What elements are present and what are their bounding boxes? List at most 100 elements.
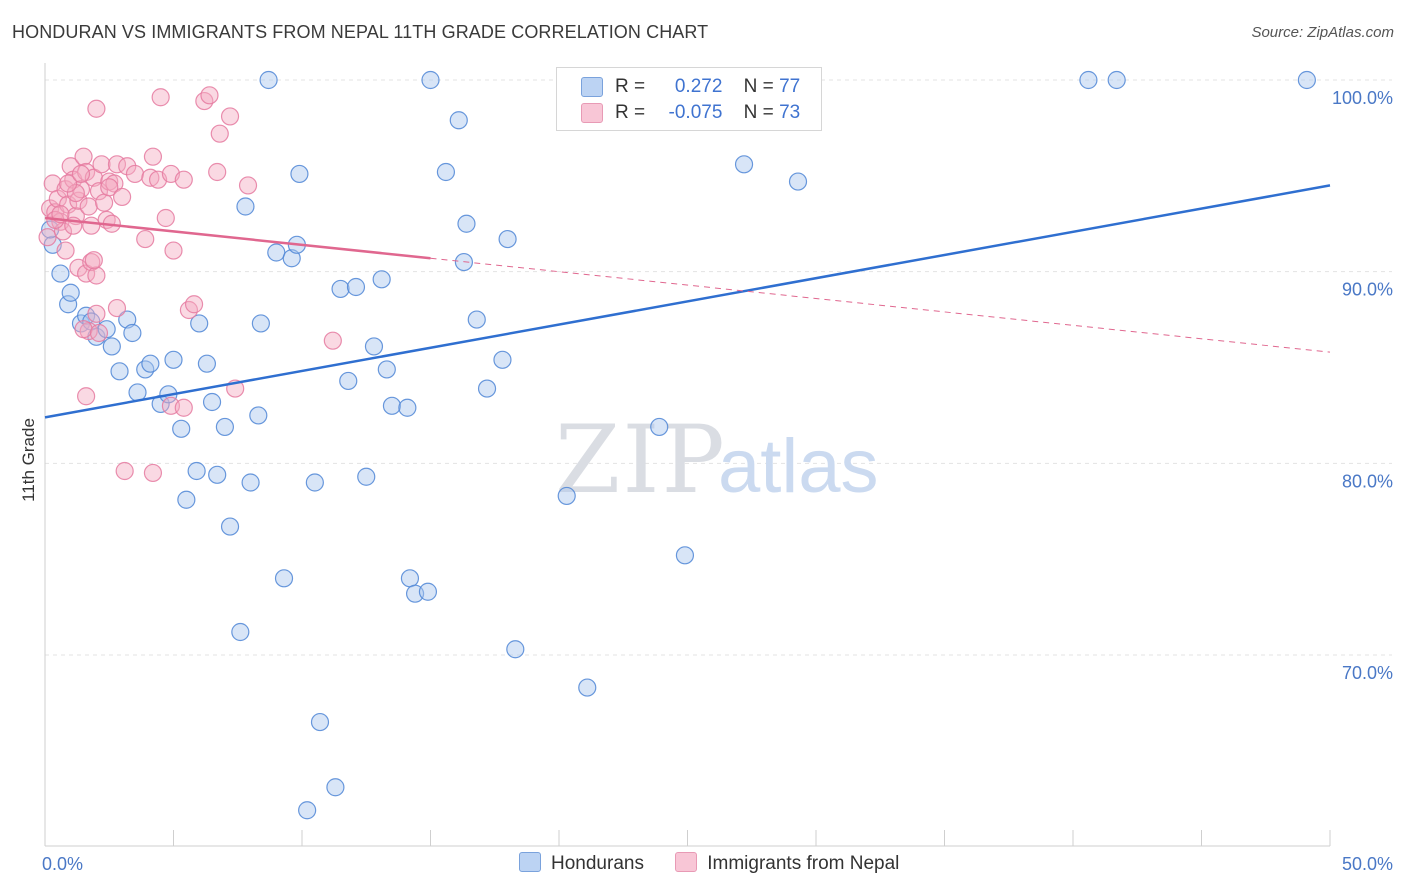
- data-point: [187, 461, 206, 481]
- data-point: [151, 88, 170, 107]
- data-point: [249, 406, 268, 425]
- data-point: [143, 147, 163, 166]
- data-point: [38, 228, 57, 247]
- legend-r-value: 0.272: [674, 76, 723, 97]
- data-point: [123, 323, 142, 343]
- data-point: [1107, 70, 1126, 90]
- data-point: [61, 283, 80, 302]
- data-point: [164, 350, 183, 369]
- data-point: [48, 189, 67, 208]
- data-point: [498, 229, 517, 249]
- data-point: [339, 371, 358, 391]
- data-point: [231, 622, 250, 642]
- y-tick-label: 90.0%: [1342, 280, 1393, 300]
- y-tick-label: 80.0%: [1342, 471, 1393, 491]
- legend-swatch-blue: [581, 76, 603, 97]
- data-point: [346, 277, 366, 297]
- data-point: [56, 241, 75, 260]
- legend-r-label: R =: [615, 76, 646, 97]
- data-point: [156, 208, 175, 228]
- data-point: [372, 270, 391, 289]
- y-axis-label: 11th Grade: [19, 418, 38, 502]
- data-point: [92, 155, 111, 174]
- grid-lines: [45, 79, 1392, 656]
- data-point: [87, 266, 106, 285]
- trend-lines: [44, 184, 1331, 419]
- data-point: [125, 164, 145, 184]
- data-point: [59, 174, 78, 193]
- data-point: [1079, 70, 1098, 90]
- data-point: [74, 320, 93, 339]
- data-point: [184, 295, 204, 314]
- data-point: [326, 778, 345, 797]
- data-point: [506, 640, 525, 659]
- data-point: [298, 801, 317, 820]
- data-point: [87, 304, 106, 323]
- data-point: [115, 461, 134, 481]
- data-point: [734, 155, 754, 174]
- data-point: [174, 170, 193, 189]
- series-legend: Hondurans Immigrants from Nepal: [519, 852, 925, 875]
- legend-row-nepal: R = -0.075 N = 73: [581, 102, 800, 128]
- data-point: [107, 298, 127, 318]
- data-point: [143, 463, 163, 483]
- data-point: [220, 107, 240, 126]
- data-point: [102, 337, 121, 356]
- data-point: [675, 546, 695, 565]
- series-nepal: [38, 86, 342, 483]
- data-point: [202, 392, 222, 412]
- data-point: [100, 178, 119, 197]
- data-point: [190, 314, 209, 333]
- data-point: [457, 214, 476, 233]
- data-point: [197, 354, 217, 373]
- data-point: [274, 569, 294, 588]
- data-point: [220, 517, 240, 536]
- data-point: [421, 70, 440, 90]
- data-point: [788, 172, 808, 191]
- data-point: [84, 251, 103, 270]
- data-point: [493, 350, 512, 369]
- data-point: [95, 193, 114, 212]
- chart-source: Source: ZipAtlas.com: [1251, 24, 1394, 41]
- legend-n-label: N =: [743, 76, 774, 97]
- data-point: [208, 162, 227, 182]
- data-point: [323, 331, 342, 350]
- data-point: [282, 249, 301, 268]
- data-point: [87, 99, 106, 118]
- data-point: [436, 162, 456, 182]
- chart-title: HONDURAN VS IMMIGRANTS FROM NEPAL 11TH G…: [12, 22, 709, 42]
- legend-item-nepal[interactable]: Immigrants from Nepal: [675, 852, 899, 875]
- data-point: [179, 300, 199, 320]
- x-tick-label: 0.0%: [42, 854, 83, 874]
- series-hondurans: [41, 70, 1316, 820]
- data-point: [112, 187, 132, 207]
- data-point: [259, 70, 278, 90]
- data-point: [357, 467, 376, 486]
- stats-legend: R = 0.272 N = 77 R = -0.075 N = 73: [556, 67, 822, 131]
- legend-n-value: 73: [779, 102, 801, 123]
- watermark-atlas: atlas: [718, 424, 879, 509]
- data-point: [118, 310, 137, 329]
- data-point: [136, 360, 155, 379]
- data-point: [89, 323, 109, 343]
- legend-swatch-blue: [519, 852, 541, 872]
- data-point: [557, 486, 576, 506]
- data-point: [364, 337, 384, 356]
- data-point: [418, 582, 438, 601]
- data-point: [110, 362, 129, 381]
- data-point: [82, 216, 101, 235]
- legend-row-hondurans: R = 0.272 N = 77: [581, 76, 800, 102]
- data-point: [377, 360, 396, 379]
- data-point: [208, 465, 227, 484]
- legend-item-hondurans[interactable]: Hondurans: [519, 852, 644, 875]
- data-point: [267, 243, 286, 262]
- data-point: [1297, 70, 1316, 90]
- data-point: [398, 398, 417, 417]
- data-point: [174, 398, 193, 417]
- legend-r-label: R =: [615, 102, 646, 123]
- data-point: [290, 164, 309, 184]
- data-point: [82, 252, 101, 272]
- data-point: [200, 86, 219, 105]
- data-point: [251, 314, 270, 333]
